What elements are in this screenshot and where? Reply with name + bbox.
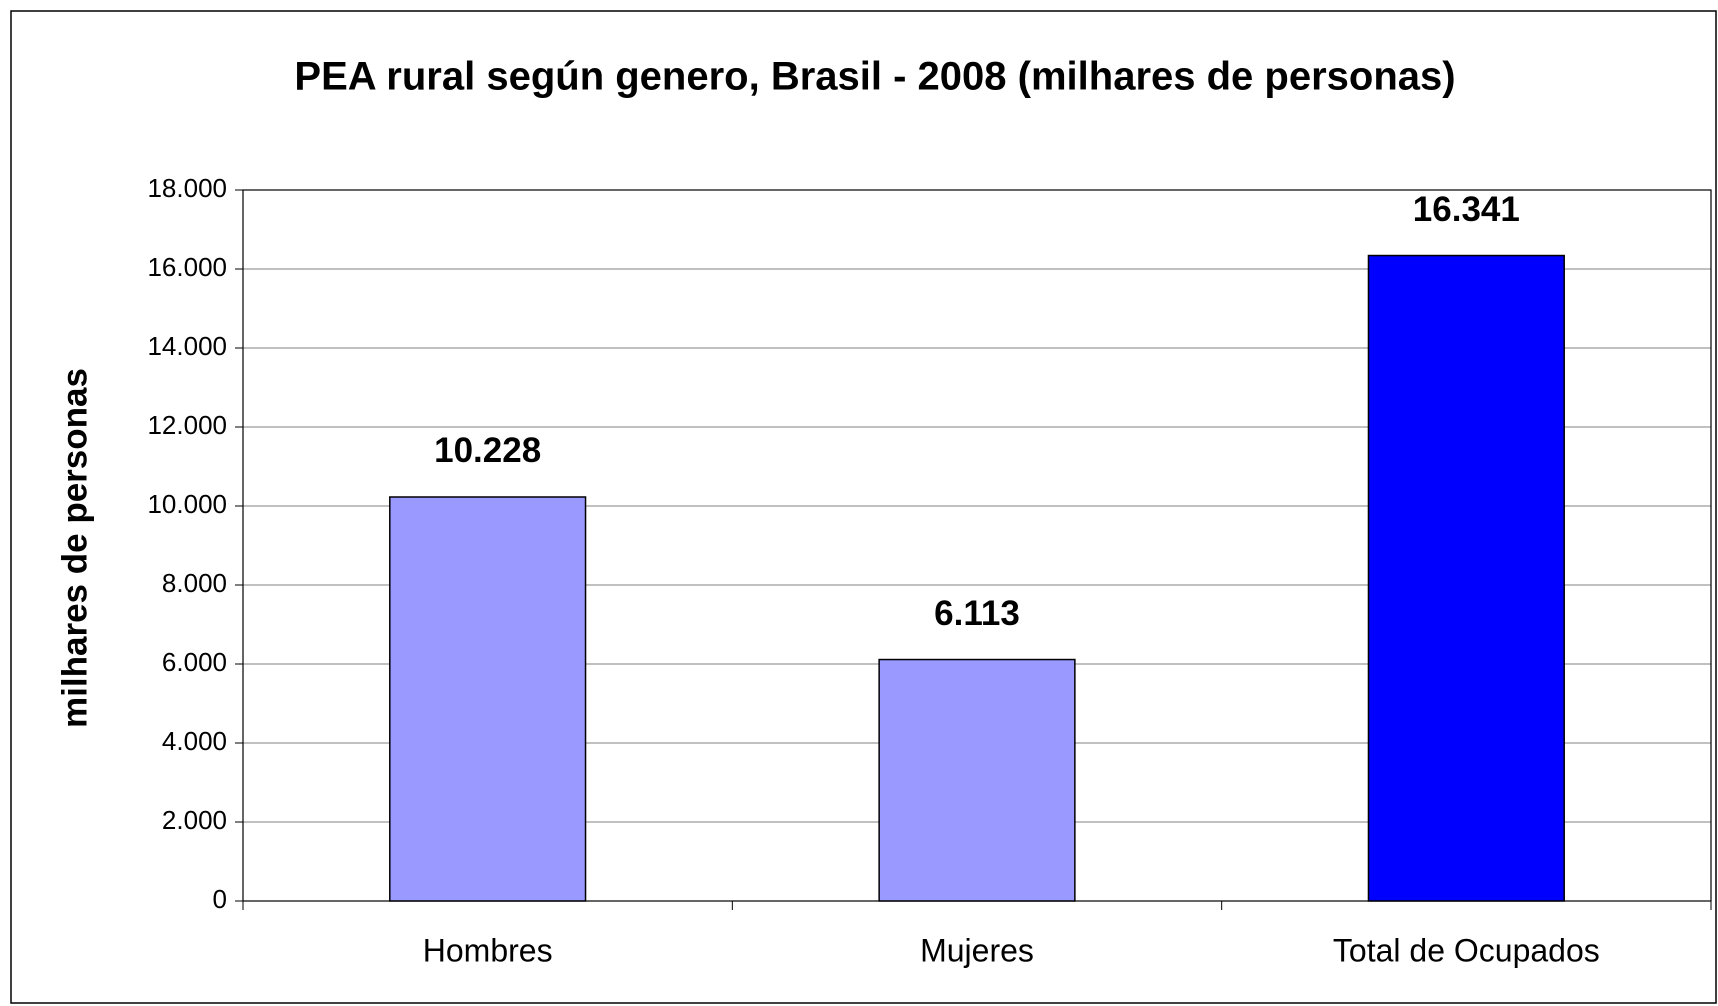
bar <box>389 496 587 902</box>
data-label: 16.341 <box>1413 190 1520 229</box>
x-tick-label: Hombres <box>423 932 553 968</box>
y-tick-label: 10.000 <box>147 489 227 519</box>
y-axis-label: milhares de personas <box>55 368 94 728</box>
data-label: 6.113 <box>934 594 1020 633</box>
y-tick-label: 8.000 <box>162 568 227 598</box>
y-tick-label: 12.000 <box>147 410 227 440</box>
y-tick-label: 14.000 <box>147 331 227 361</box>
x-tick-label: Total de Ocupados <box>1333 932 1600 968</box>
y-tick-label: 16.000 <box>147 252 227 282</box>
bar <box>1367 254 1565 902</box>
y-tick-label: 4.000 <box>162 726 227 756</box>
y-tick-label: 0 <box>213 884 227 914</box>
chart-title: PEA rural según genero, Brasil - 2008 (m… <box>294 55 1455 99</box>
data-label: 10.228 <box>434 431 541 470</box>
x-tick-label: Mujeres <box>920 932 1034 968</box>
y-tick-label: 2.000 <box>162 805 227 835</box>
bar <box>878 658 1076 902</box>
y-tick-label: 6.000 <box>162 647 227 677</box>
y-tick-label: 18.000 <box>147 173 227 203</box>
